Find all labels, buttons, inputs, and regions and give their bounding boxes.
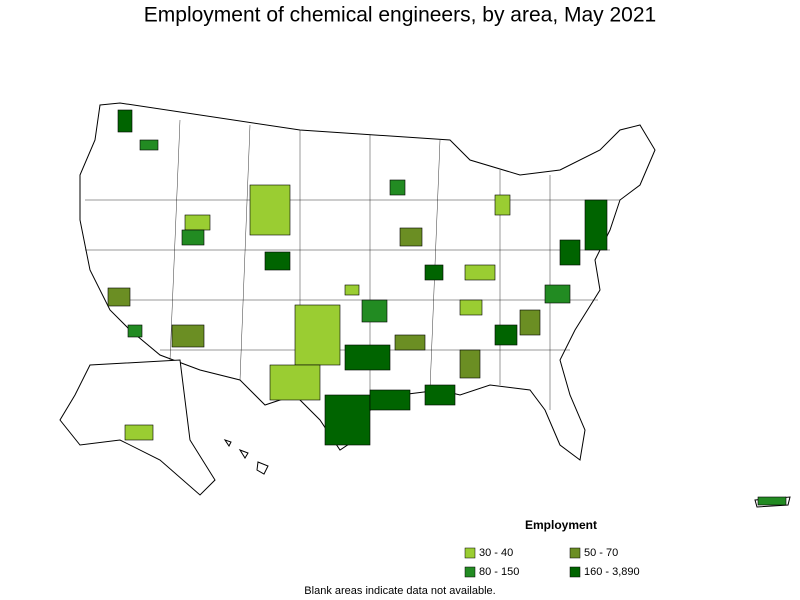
legend-label: 160 - 3,890: [584, 566, 640, 578]
legend-swatch: [464, 547, 476, 559]
legend: Employment 30 - 40 50 - 70 80 - 150 160 - 3…: [464, 518, 640, 578]
area: [171, 324, 205, 348]
area: [361, 299, 388, 323]
area: [757, 496, 787, 506]
area: [464, 264, 496, 281]
area: [324, 394, 371, 446]
area: [139, 139, 159, 151]
area: [424, 264, 444, 281]
legend-swatch: [464, 566, 476, 578]
area: [459, 299, 483, 316]
area: [584, 199, 608, 251]
legend-swatch: [569, 547, 581, 559]
area: [181, 229, 205, 246]
area: [424, 384, 456, 406]
area: [117, 109, 133, 133]
area: [344, 284, 360, 296]
legend-title: Employment: [525, 518, 597, 532]
area: [519, 309, 541, 336]
area: [249, 184, 291, 236]
area: [107, 287, 131, 307]
area: [269, 364, 321, 401]
area: [127, 324, 143, 338]
area: [394, 334, 426, 351]
area: [294, 304, 341, 366]
hawaii: [223, 439, 269, 475]
area: [124, 424, 154, 441]
area: [459, 349, 481, 379]
contiguous-us: [79, 102, 656, 461]
footnote: Blank areas indicate data not available.: [304, 585, 495, 597]
area: [389, 179, 406, 196]
area: [184, 214, 211, 231]
area: [399, 227, 423, 247]
area: [369, 389, 411, 411]
area: [264, 251, 291, 271]
employment-areas: [107, 109, 787, 506]
map: [59, 102, 791, 508]
area: [494, 194, 511, 216]
legend-label: 50 - 70: [584, 547, 618, 559]
area: [559, 239, 581, 266]
legend-label: 80 - 150: [479, 566, 519, 578]
area: [494, 324, 518, 346]
legend-swatch: [569, 566, 581, 578]
area: [344, 344, 391, 371]
area: [544, 284, 571, 304]
map-title: Employment of chemical engineers, by are…: [144, 4, 656, 27]
legend-label: 30 - 40: [479, 547, 513, 559]
